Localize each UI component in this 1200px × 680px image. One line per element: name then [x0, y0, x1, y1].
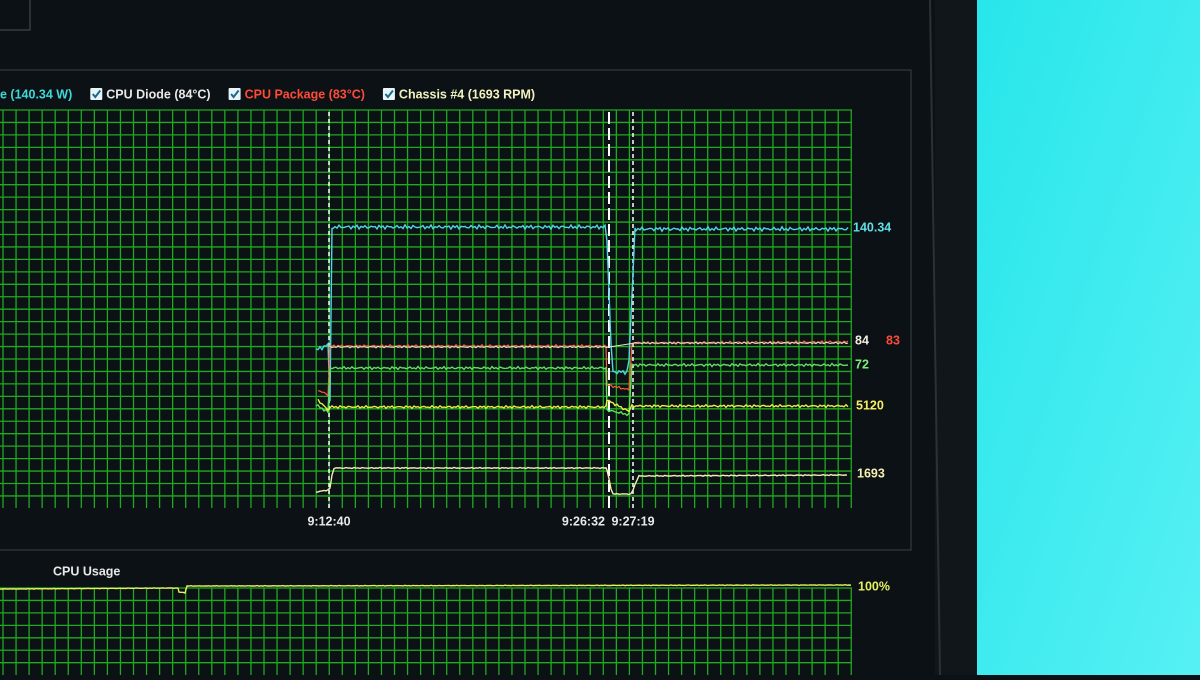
time-label: 9:12:40: [307, 514, 350, 528]
usage-grid: [0, 587, 852, 675]
trace: [0, 583, 852, 595]
end-label: 140.34: [853, 220, 891, 234]
edge: [929, 0, 941, 676]
traces: [0, 223, 852, 595]
trace: [329, 341, 849, 349]
trace: [315, 223, 849, 402]
end-label: 72: [855, 357, 869, 371]
checkmark: [384, 89, 394, 99]
legend: e (140.34 W) CPU Diode (84°C) CPU Package …: [0, 87, 535, 101]
bezel: [935, 0, 977, 675]
end-label: 83: [886, 333, 900, 347]
legend-label: Chassis #4 (1693 RPM): [399, 87, 535, 101]
wall: [975, 0, 1200, 675]
panel-frame: [0, 69, 912, 551]
checkbox[interactable]: [382, 88, 395, 100]
time-label: 9:26:32: [562, 514, 605, 528]
checkmark: [230, 89, 240, 99]
legend-label: e (140.34 W): [0, 87, 72, 101]
legend-label: CPU Package (83°C): [245, 87, 365, 101]
checkmark: [91, 89, 102, 99]
labels: 140.34 84 83 72 5120 1693 9:12:40 9:26:32 9:27:1…: [307, 220, 899, 528]
trace: [317, 398, 849, 413]
checkbox[interactable]: [228, 88, 241, 100]
time-label: 9:27:19: [611, 514, 654, 528]
checkbox[interactable]: [90, 88, 103, 100]
end-label: 84: [855, 333, 869, 347]
usage-title: CPU Usage: [53, 564, 120, 578]
button-frame: [0, 0, 31, 31]
end-label: 1693: [857, 466, 885, 480]
trace: [315, 466, 848, 496]
legend-label: CPU Diode (84°C): [106, 87, 210, 101]
end-label: 5120: [856, 398, 884, 412]
grid: [0, 109, 852, 510]
usage-end-label: 100%: [858, 579, 890, 593]
trace: [315, 362, 849, 417]
